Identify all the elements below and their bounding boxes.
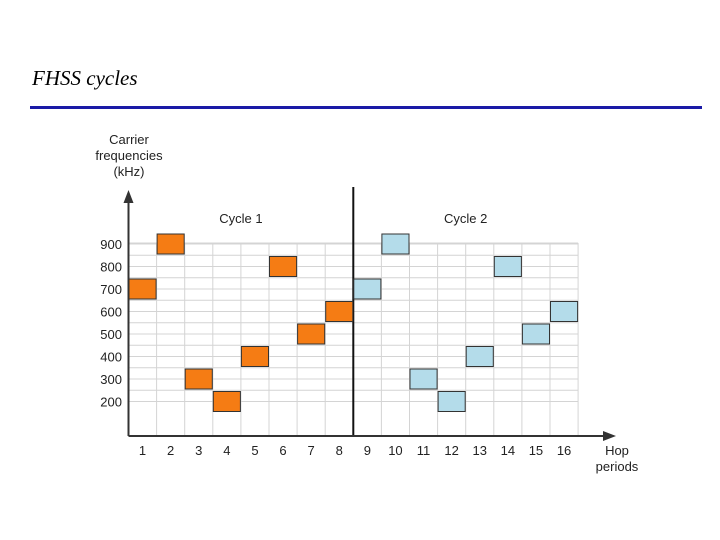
x-tick-label: 6 <box>279 443 286 458</box>
slide-title: FHSS cycles <box>32 66 138 90</box>
x-tick-label: 1 <box>139 443 146 458</box>
y-tick-label: 400 <box>100 350 122 365</box>
hop-block <box>184 368 213 390</box>
x-tick-label: 12 <box>444 443 458 458</box>
chart-axes <box>123 190 616 441</box>
hop-block <box>465 346 494 367</box>
y-tick-label: 800 <box>100 260 122 275</box>
y-axis-title-line: Carrier <box>109 132 149 147</box>
x-tick-label: 10 <box>388 443 402 458</box>
x-tick-label: 3 <box>195 443 202 458</box>
y-tick-label: 200 <box>100 395 122 410</box>
x-tick-label: 2 <box>167 443 174 458</box>
x-tick-label: 15 <box>529 443 543 458</box>
cycle-1-label: Cycle 1 <box>219 211 262 226</box>
hop-block <box>409 368 438 390</box>
y-tick-label: 600 <box>100 305 122 320</box>
y-tick-label: 900 <box>100 237 122 252</box>
x-tick-label: 11 <box>417 443 431 458</box>
x-axis-title-line: periods <box>596 459 639 474</box>
hop-block <box>437 391 466 412</box>
hop-block <box>325 301 354 322</box>
hop-block <box>353 278 382 300</box>
x-tick-label: 7 <box>308 443 315 458</box>
x-tick-label: 9 <box>364 443 371 458</box>
hop-block <box>269 256 298 277</box>
x-axis-arrow <box>603 431 616 441</box>
hop-block <box>212 391 241 412</box>
x-tick-label: 16 <box>557 443 571 458</box>
x-tick-label: 5 <box>251 443 258 458</box>
y-axis-arrow <box>123 190 134 203</box>
hop-block <box>156 233 185 255</box>
hop-block <box>128 278 157 300</box>
y-tick-label: 300 <box>100 372 122 387</box>
y-axis-title-line: (kHz) <box>113 164 144 179</box>
y-tick-label: 700 <box>100 282 122 297</box>
x-tick-label: 14 <box>501 443 515 458</box>
x-axis-title-line: Hop <box>605 443 629 458</box>
y-axis-title-line: frequencies <box>95 148 163 163</box>
hop-block <box>550 301 579 322</box>
hop-block <box>381 233 410 255</box>
hop-blocks <box>128 233 579 412</box>
cycle-2-label: Cycle 2 <box>444 211 487 226</box>
hop-block <box>297 323 326 345</box>
title-rule <box>30 106 702 109</box>
x-tick-label: 8 <box>336 443 343 458</box>
x-tick-label: 4 <box>223 443 230 458</box>
hop-block <box>240 346 269 367</box>
y-tick-label: 500 <box>100 327 122 342</box>
hop-block <box>493 256 522 277</box>
x-tick-label: 13 <box>473 443 487 458</box>
hop-block <box>521 323 551 345</box>
